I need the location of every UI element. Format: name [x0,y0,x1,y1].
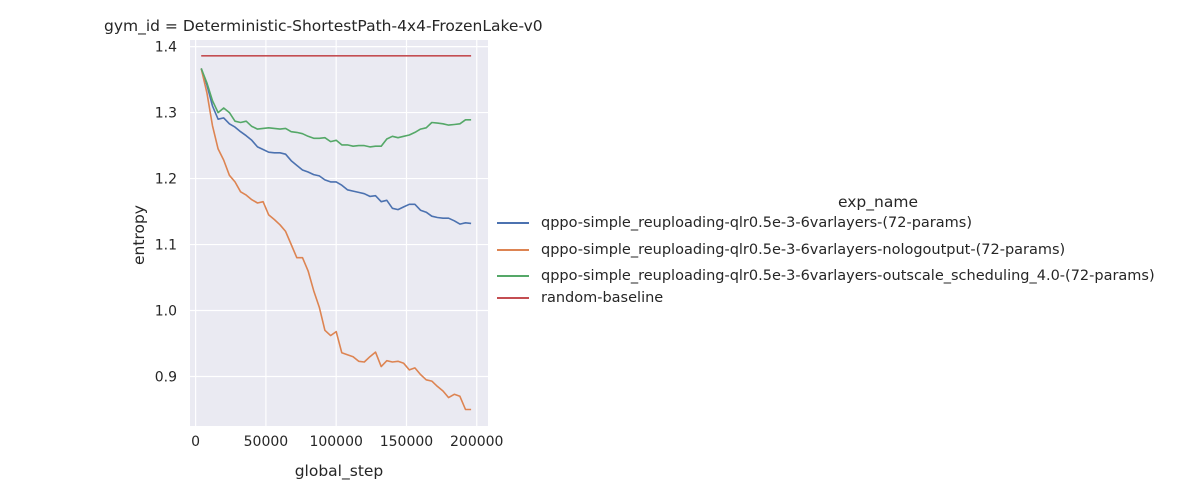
x-tick-label: 200000 [450,434,503,450]
legend-label: qppo-simple_reuploading-qlr0.5e-3-6varla… [541,215,972,231]
x-axis-label: global_step [294,462,384,480]
legend-item: qppo-simple_reuploading-qlr0.5e-3-6varla… [497,240,1065,260]
y-tick-label: 0.9 [155,370,177,386]
legend-item: qppo-simple_reuploading-qlr0.5e-3-6varla… [497,213,972,233]
y-tick-label: 1.4 [155,40,177,56]
y-tick-label: 1.3 [155,106,177,122]
legend-swatch [497,275,529,277]
y-axis-label: entropy [130,205,148,265]
series-line-3 [200,68,472,148]
x-tick-label: 0 [191,434,200,450]
x-axis-ticks: 0 50000 100000 150000 200000 [191,434,503,450]
y-tick-label: 1.2 [155,172,177,188]
x-tick-label: 100000 [309,434,362,450]
chart-title: gym_id = Deterministic-ShortestPath-4x4-… [104,17,543,35]
plot-area [190,40,488,426]
series-line-1 [200,68,472,225]
legend-swatch [497,249,529,251]
legend-item: random-baseline [497,288,663,308]
y-tick-label: 1.0 [155,304,177,320]
legend-swatch [497,222,529,224]
legend-label: random-baseline [541,290,664,306]
legend-label: qppo-simple_reuploading-qlr0.5e-3-6varla… [541,242,1066,258]
legend-swatch [497,297,529,299]
legend-label: qppo-simple_reuploading-qlr0.5e-3-6varla… [541,268,1155,284]
legend-item: qppo-simple_reuploading-qlr0.5e-3-6varla… [497,266,1155,286]
series-line-2 [200,68,472,411]
y-tick-label: 1.1 [155,238,177,254]
grid-lines [190,40,488,426]
x-tick-label: 150000 [380,434,433,450]
series-lines [200,54,472,411]
x-tick-label: 50000 [244,434,289,450]
y-axis-ticks: 0.9 1.0 1.1 1.2 1.3 1.4 [155,40,177,386]
legend-title: exp_name [838,193,918,211]
